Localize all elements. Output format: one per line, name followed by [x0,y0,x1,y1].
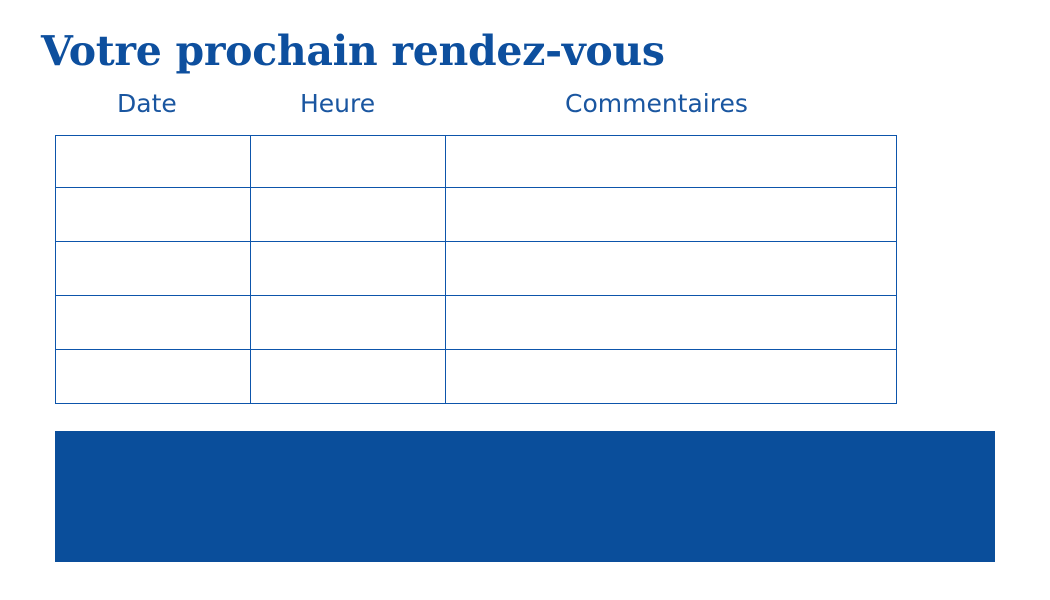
cell-value-heure [251,188,445,201]
cell-value-heure [251,350,445,363]
cell-date[interactable] [55,187,251,242]
cell-heure[interactable] [250,135,446,188]
cell-date[interactable] [55,349,251,404]
appointment-table-body [55,135,897,404]
table-row [55,295,897,350]
cell-value-heure [251,242,445,255]
cell-heure[interactable] [250,295,446,350]
cell-value-commentaires [446,296,896,309]
cell-value-commentaires [446,350,896,363]
cell-commentaires[interactable] [445,349,897,404]
cell-heure[interactable] [250,187,446,242]
cell-value-date [56,188,250,201]
cell-value-date [56,136,250,149]
cell-commentaires[interactable] [445,187,897,242]
cell-heure[interactable] [250,349,446,404]
page-title: Votre prochain rendez-vous [41,27,665,75]
table-row [55,241,897,296]
cell-value-commentaires [446,188,896,201]
cell-value-commentaires [446,136,896,149]
cell-commentaires[interactable] [445,241,897,296]
cell-commentaires[interactable] [445,135,897,188]
table-row [55,187,897,242]
cell-value-date [56,350,250,363]
cell-date[interactable] [55,135,251,188]
table-row [55,135,897,188]
column-caption-heure: Heure [300,89,376,118]
cell-date[interactable] [55,295,251,350]
cell-value-date [56,242,250,255]
appointment-table [55,135,897,404]
column-caption-commentaires: Commentaires [565,89,748,118]
column-caption-row: Date Heure Commentaires [55,89,896,125]
cell-value-date [56,296,250,309]
cell-commentaires[interactable] [445,295,897,350]
cell-value-heure [251,296,445,309]
footer-color-block [55,431,995,562]
table-row [55,349,897,404]
column-caption-date: Date [117,89,177,118]
cell-value-heure [251,136,445,149]
cell-date[interactable] [55,241,251,296]
cell-value-commentaires [446,242,896,255]
cell-heure[interactable] [250,241,446,296]
